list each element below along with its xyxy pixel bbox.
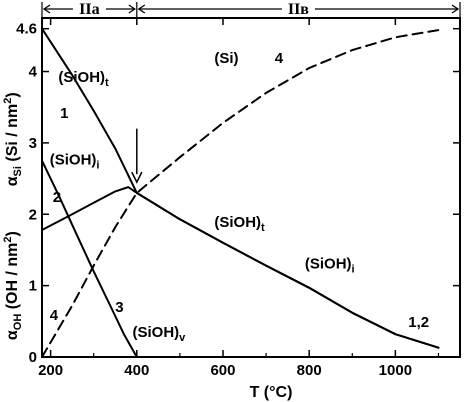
region-label: IIa bbox=[79, 1, 99, 18]
y-tick-label: 4 bbox=[29, 64, 38, 81]
y-tick-label: 4.6 bbox=[16, 21, 37, 38]
annotation-label: (SiOH)i bbox=[50, 151, 100, 171]
y-tick-label: 1 bbox=[29, 278, 37, 295]
series-line-2 bbox=[41, 186, 440, 349]
annotation-label: (SiOH)v bbox=[132, 324, 186, 344]
x-tick-label: 800 bbox=[297, 362, 322, 379]
x-tick-label: 1000 bbox=[379, 362, 412, 379]
annotation-label: 4 bbox=[275, 50, 284, 67]
x-tick-label: 600 bbox=[210, 362, 235, 379]
region-bracket-arrow-left bbox=[42, 4, 51, 14]
annotation-label: 3 bbox=[115, 299, 123, 316]
series-line-4 bbox=[41, 29, 440, 358]
x-tick-label: 400 bbox=[124, 362, 149, 379]
y-axis-label-oh: αOH (OH / nm2) bbox=[2, 231, 24, 340]
annotation-label: (Si) bbox=[214, 50, 238, 67]
region-label-bg bbox=[281, 0, 315, 17]
annotation-label: (SiOH)t bbox=[58, 69, 109, 89]
y-tick-label: 3 bbox=[29, 135, 37, 152]
series-line-3 bbox=[41, 159, 138, 358]
plot-frame bbox=[41, 17, 461, 358]
y-tick-label: 2 bbox=[29, 206, 37, 223]
annotation-label: 1 bbox=[60, 105, 68, 122]
annotation-label: 1,2 bbox=[408, 314, 429, 331]
x-axis-label: T (°C) bbox=[250, 384, 293, 401]
y-axis-label-si: αSi (Si / nm2) bbox=[2, 92, 24, 186]
annotation-label: 2 bbox=[53, 189, 61, 206]
annotation-label: (SiOH)t bbox=[214, 214, 265, 234]
y-tick-label: 0 bbox=[29, 349, 37, 366]
region-bracket-arrow-left bbox=[137, 4, 146, 14]
annotation-label: (SiOH)i bbox=[305, 256, 355, 276]
x-tick-label: 200 bbox=[38, 362, 63, 379]
region-bracket-arrow-right bbox=[451, 4, 460, 14]
annotation-label: 4 bbox=[50, 307, 59, 324]
region-label-bg bbox=[72, 0, 106, 17]
region-label: IIв bbox=[288, 1, 309, 18]
region-bracket-arrow-right bbox=[128, 4, 136, 14]
arrow-head bbox=[131, 171, 143, 184]
